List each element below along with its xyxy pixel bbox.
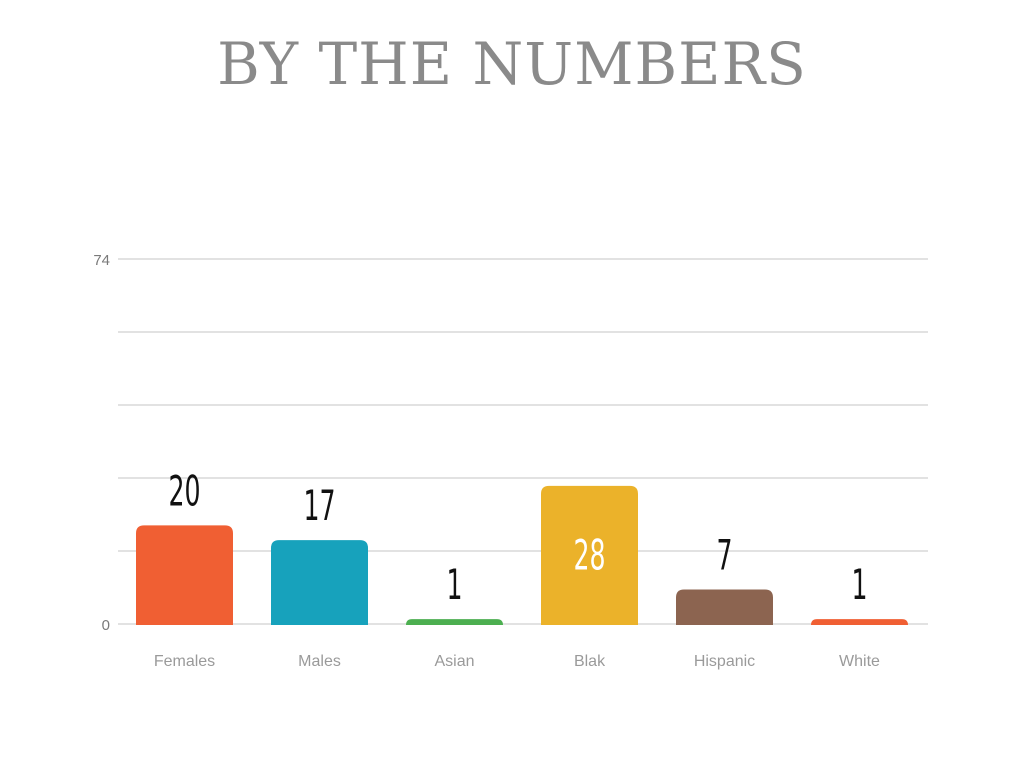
bar-females [136,525,233,625]
x-tick-label: Males [298,653,341,670]
bar-hispanic [676,589,773,625]
x-tick-label: Hispanic [694,653,755,670]
y-tick-label: 0 [102,617,110,634]
bar-white [811,619,908,625]
bar-asian [406,619,503,625]
data-label: 20 [168,468,200,517]
x-tick-label: Blak [574,653,606,670]
data-label: 1 [851,561,867,610]
x-tick-label: Asian [434,653,474,670]
x-tick-label: White [839,653,880,670]
data-label: 7 [716,532,732,581]
data-label: 17 [303,483,335,532]
y-tick-label: 74 [93,252,110,269]
page-title: BY THE NUMBERS [217,30,807,98]
bar-blak [541,485,638,625]
bar-males [271,540,368,625]
x-tick-label: Females [154,653,215,670]
data-label: 1 [446,561,462,610]
data-label: 28 [573,532,605,581]
